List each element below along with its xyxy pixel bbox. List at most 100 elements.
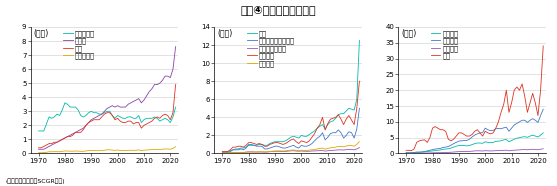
一般機械 [439,148,446,150]
食料品 [35,148,42,150]
Text: (兆円): (兆円) [401,28,417,37]
食料品 [172,46,179,48]
電気機械 [508,127,515,129]
金属製品 [256,151,262,153]
繊維 [122,121,129,124]
農林水産業 [62,102,69,104]
Text: (出所：内閣府よりSCGR作成): (出所：内閣府よりSCGR作成) [6,179,65,184]
輸送機械 [482,150,488,152]
石油製品・石炭製品 [324,136,331,138]
石油製品・石炭製品 [306,144,312,146]
一般機械 [524,136,531,138]
一次金属 [306,140,312,142]
一次金属 [298,140,305,142]
パルプ・紙 [35,152,42,154]
金属製品 [340,146,347,148]
パルプ・紙 [172,146,179,148]
窯業・土石製品 [298,150,305,152]
石油製品・石炭製品 [301,145,307,147]
Line: 金属製品: 金属製品 [222,142,359,153]
一般機械 [508,139,515,142]
Legend: 農林水産業, 食料品, 繊維, パルプ・紙: 農林水産業, 食料品, 繊維, パルプ・紙 [63,30,95,59]
パルプ・紙 [157,149,163,151]
Line: 繊維: 繊維 [38,85,175,148]
一般機械 [482,141,488,143]
農林水産業 [143,117,150,119]
パルプ・紙 [122,149,129,152]
農林水産業 [159,119,166,121]
食料品 [157,82,163,84]
化学 [219,150,226,153]
食料品 [114,105,121,107]
化学 [256,143,262,145]
化学 [301,135,307,137]
石油製品・石炭製品 [356,107,363,109]
繊維 [35,147,42,149]
電気機械 [540,108,546,110]
窯業・土石製品 [301,150,307,152]
電気機械 [524,121,531,124]
Line: 輸送機械: 輸送機械 [406,149,543,153]
一次金属 [256,142,262,145]
窯業・土石製品 [256,151,262,153]
繊維 [157,117,163,119]
鉱業 [487,133,494,135]
一次金属 [301,141,307,143]
石油製品・石炭製品 [219,151,226,154]
Legend: 一般機械, 電気機械, 輸送機械, 鉱業: 一般機械, 電気機械, 輸送機械, 鉱業 [431,30,458,59]
金属製品 [324,147,331,150]
輸送機械 [485,150,491,152]
鉱業 [442,130,449,132]
電気機械 [482,127,488,129]
Line: 石油製品・石炭製品: 石油製品・石炭製品 [222,108,359,153]
Line: 電気機械: 電気機械 [406,109,543,153]
繊維 [117,120,124,122]
Text: (兆円): (兆円) [33,28,49,37]
Line: 窯業・土石製品: 窯業・土石製品 [222,147,359,153]
一次金属 [356,80,363,82]
一般機械 [485,141,491,144]
金属製品 [219,152,226,154]
一般機械 [490,141,496,144]
輸送機械 [490,150,496,152]
鉱業 [408,150,415,152]
パルプ・紙 [140,149,147,151]
鉱業 [540,45,546,47]
一次金属 [219,150,226,153]
パルプ・紙 [117,149,124,151]
農林水産業 [75,109,81,111]
繊維 [172,84,179,86]
電気機械 [490,129,496,132]
輸送機械 [439,151,446,154]
石油製品・石炭製品 [298,144,305,146]
Line: 農林水産業: 農林水産業 [38,103,175,131]
農林水産業 [117,116,124,118]
金属製品 [301,149,307,152]
電気機械 [403,152,409,154]
金属製品 [306,149,312,151]
石油製品・石炭製品 [256,145,262,147]
窯業・土石製品 [219,152,226,154]
一次金属 [340,124,347,126]
食料品 [72,131,79,134]
パルプ・紙 [114,149,121,151]
繊維 [114,117,121,119]
電気機械 [485,129,491,131]
Line: 鉱業: 鉱業 [406,46,543,151]
Legend: 化学, 石油製品・石炭製品, 窯業・土石製品, 一次金属, 金属製品: 化学, 石油製品・石炭製品, 窯業・土石製品, 一次金属, 金属製品 [247,30,295,67]
Line: 一次金属: 一次金属 [222,81,359,152]
一般機械 [403,152,409,154]
Line: 一般機械: 一般機械 [406,133,543,153]
鉱業 [511,89,517,91]
化学 [340,113,347,115]
Line: 食料品: 食料品 [38,47,175,149]
金属製品 [356,141,363,143]
農林水産業 [172,106,179,108]
化学 [324,124,331,126]
窯業・土石製品 [306,150,312,152]
繊維 [140,124,147,126]
鉱業 [492,127,499,129]
農林水産業 [35,130,42,132]
金属製品 [298,149,305,151]
輸送機械 [540,148,546,150]
